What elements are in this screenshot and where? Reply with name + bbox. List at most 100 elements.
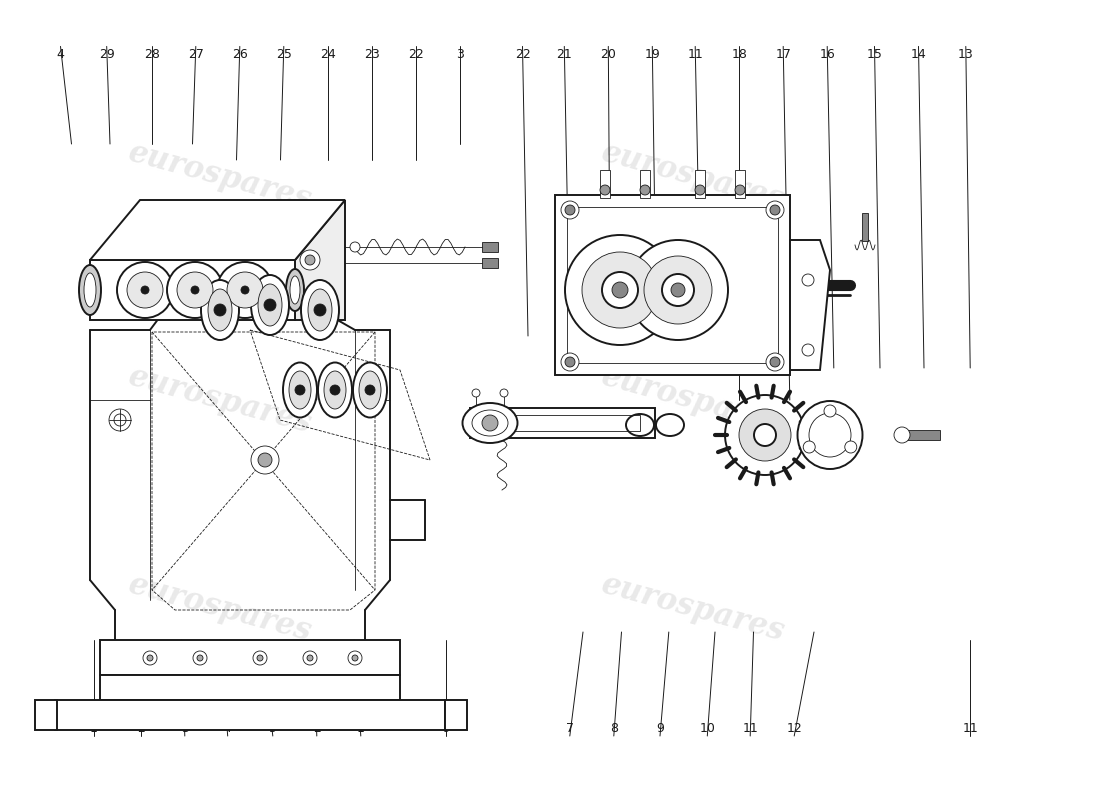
Circle shape xyxy=(251,446,279,474)
Circle shape xyxy=(662,274,694,306)
Circle shape xyxy=(348,651,362,665)
Ellipse shape xyxy=(472,410,508,436)
Circle shape xyxy=(117,262,173,318)
Circle shape xyxy=(628,240,728,340)
Circle shape xyxy=(602,272,638,308)
Text: 1: 1 xyxy=(356,722,365,734)
Polygon shape xyxy=(90,200,345,260)
Circle shape xyxy=(845,441,857,453)
Bar xyxy=(100,640,400,675)
Text: eurospares: eurospares xyxy=(124,569,316,647)
Circle shape xyxy=(482,415,498,431)
Text: 28: 28 xyxy=(144,48,159,61)
Circle shape xyxy=(802,344,814,356)
Circle shape xyxy=(766,353,784,371)
Circle shape xyxy=(766,201,784,219)
Bar xyxy=(735,170,745,198)
Ellipse shape xyxy=(798,401,862,469)
Circle shape xyxy=(754,424,776,446)
Text: 22: 22 xyxy=(408,48,424,61)
Text: 10: 10 xyxy=(700,722,715,734)
Bar xyxy=(640,170,650,198)
Text: 16: 16 xyxy=(820,48,835,61)
Circle shape xyxy=(330,385,340,395)
Circle shape xyxy=(302,651,317,665)
Text: 19: 19 xyxy=(645,48,660,61)
Text: eurospares: eurospares xyxy=(597,361,789,439)
Circle shape xyxy=(671,283,685,297)
Text: eurospares: eurospares xyxy=(597,569,789,647)
Circle shape xyxy=(300,250,320,270)
Text: 6: 6 xyxy=(441,722,450,734)
Bar xyxy=(446,700,468,730)
Circle shape xyxy=(739,409,791,461)
Bar xyxy=(695,170,705,198)
Ellipse shape xyxy=(308,289,332,331)
Text: 2: 2 xyxy=(136,722,145,734)
Text: 21: 21 xyxy=(557,48,572,61)
Circle shape xyxy=(126,272,163,308)
Ellipse shape xyxy=(462,403,517,443)
Circle shape xyxy=(802,274,814,286)
Circle shape xyxy=(241,286,249,294)
Text: 15: 15 xyxy=(867,48,882,61)
Circle shape xyxy=(565,235,675,345)
Ellipse shape xyxy=(84,273,96,307)
Circle shape xyxy=(561,353,579,371)
Text: 26: 26 xyxy=(232,48,248,61)
Bar xyxy=(35,700,57,730)
Circle shape xyxy=(141,286,149,294)
Ellipse shape xyxy=(283,362,317,418)
Text: 9: 9 xyxy=(656,722,664,734)
Ellipse shape xyxy=(286,269,304,311)
Text: 25: 25 xyxy=(276,48,292,61)
Circle shape xyxy=(109,409,131,431)
Circle shape xyxy=(147,655,153,661)
Text: 11: 11 xyxy=(962,722,978,734)
Circle shape xyxy=(640,185,650,195)
Circle shape xyxy=(735,185,745,195)
Circle shape xyxy=(770,357,780,367)
Circle shape xyxy=(305,255,315,265)
Circle shape xyxy=(197,655,204,661)
Polygon shape xyxy=(295,200,345,320)
Text: 20: 20 xyxy=(601,48,616,61)
Text: 8: 8 xyxy=(609,722,618,734)
Text: 17: 17 xyxy=(776,48,791,61)
Circle shape xyxy=(600,185,610,195)
Circle shape xyxy=(143,651,157,665)
Text: 14: 14 xyxy=(911,48,926,61)
Bar xyxy=(862,213,868,241)
Circle shape xyxy=(257,655,263,661)
Circle shape xyxy=(253,651,267,665)
Circle shape xyxy=(314,304,326,316)
Text: 3: 3 xyxy=(180,722,189,734)
Circle shape xyxy=(500,389,508,397)
Ellipse shape xyxy=(289,371,311,409)
Text: 22: 22 xyxy=(515,48,530,61)
Ellipse shape xyxy=(208,289,232,331)
Circle shape xyxy=(803,441,815,453)
Circle shape xyxy=(770,205,780,215)
Circle shape xyxy=(177,272,213,308)
Bar xyxy=(600,170,610,198)
Text: 7: 7 xyxy=(565,722,574,734)
Text: 24: 24 xyxy=(320,48,336,61)
Ellipse shape xyxy=(359,371,381,409)
Circle shape xyxy=(612,282,628,298)
Circle shape xyxy=(214,304,225,316)
Bar xyxy=(482,258,498,268)
Polygon shape xyxy=(790,240,830,370)
Circle shape xyxy=(258,453,272,467)
Text: 29: 29 xyxy=(99,48,114,61)
Ellipse shape xyxy=(324,371,346,409)
Circle shape xyxy=(192,651,207,665)
Text: 11: 11 xyxy=(742,722,758,734)
Circle shape xyxy=(350,242,360,252)
Circle shape xyxy=(264,299,276,311)
Bar xyxy=(480,415,640,431)
Bar xyxy=(900,430,940,440)
Bar xyxy=(556,195,790,375)
Bar xyxy=(482,242,498,252)
Text: eurospares: eurospares xyxy=(597,137,789,215)
